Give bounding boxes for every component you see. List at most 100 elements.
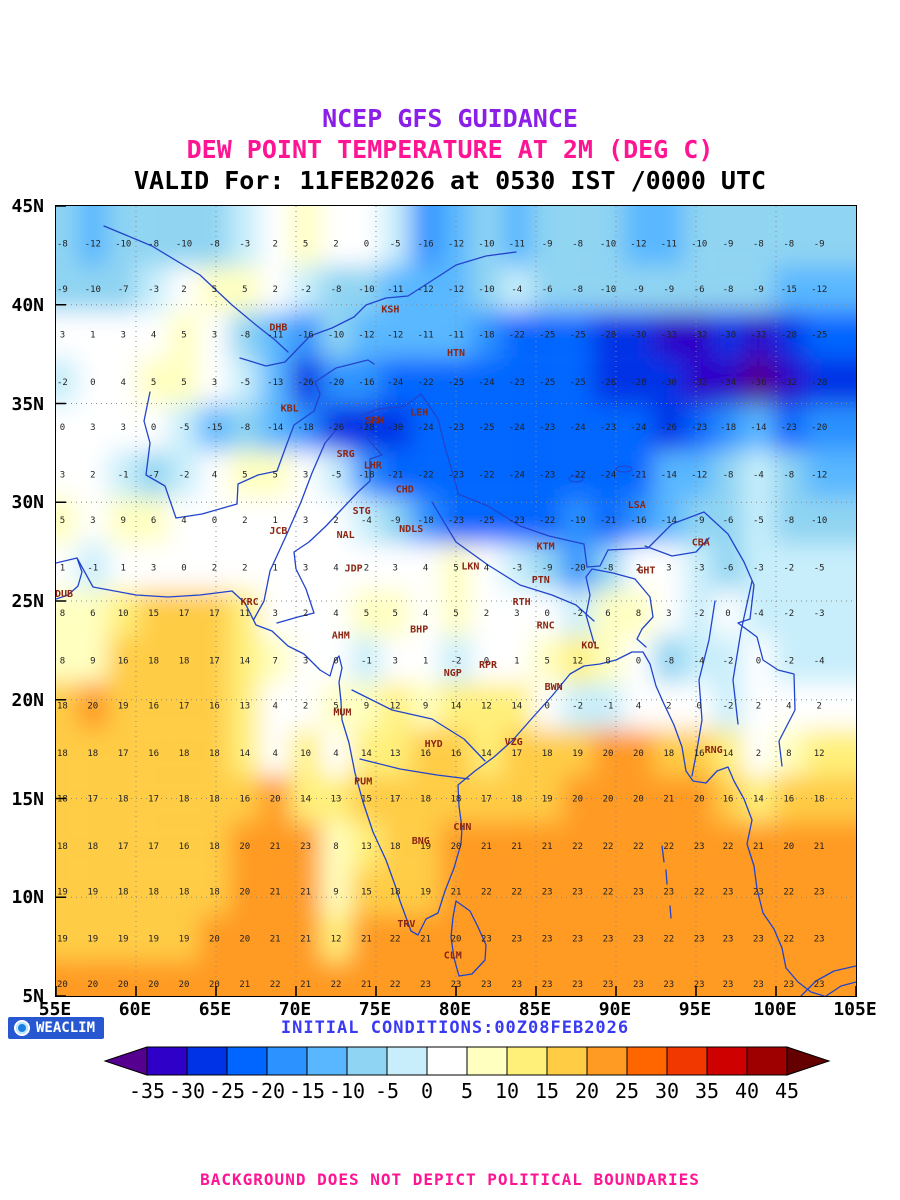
field-cell: [773, 497, 804, 544]
grid-value: 22: [783, 935, 794, 945]
grid-value: 1: [90, 330, 95, 340]
grid-value: 20: [603, 795, 614, 805]
grid-value: 5: [453, 563, 458, 573]
field-cell: [56, 311, 78, 359]
grid-value: 19: [57, 887, 68, 897]
colorbar-tick-label: -5: [375, 1079, 399, 1103]
grid-value: 12: [572, 656, 583, 666]
field-cell: [440, 636, 472, 683]
grid-value: 22: [390, 980, 401, 990]
grid-value: 13: [331, 795, 342, 805]
field-cell: [380, 497, 411, 544]
grid-value: -8: [783, 471, 794, 481]
field-cell: [471, 822, 502, 869]
grid-value: 16: [723, 795, 734, 805]
grid-value: 0: [90, 378, 95, 388]
lat-tick-label: 45N: [11, 196, 44, 217]
field-cell: [773, 868, 804, 916]
field-cell: [773, 311, 804, 359]
grid-value: -2: [694, 609, 705, 619]
colorbar-tick-label: 40: [735, 1079, 759, 1103]
field-cell: [501, 206, 532, 267]
field-cell: [290, 822, 321, 869]
grid-value: -11: [661, 240, 677, 250]
grid-value: -15: [206, 423, 222, 433]
grid-value: -5: [331, 471, 342, 481]
field-cell: [592, 404, 624, 451]
field-cell: [410, 206, 441, 267]
grid-value: 2: [181, 285, 186, 295]
field-cell: [592, 822, 624, 869]
grid-value: 11: [239, 609, 250, 619]
field-cell: [471, 636, 502, 683]
grid-value: -12: [358, 330, 374, 340]
grid-value: 5: [60, 516, 65, 526]
border-central-asia: [239, 251, 517, 367]
field-cell: [471, 961, 502, 996]
field-cell: [290, 961, 321, 996]
station-label: HTN: [447, 348, 465, 359]
field-cell: [562, 915, 593, 962]
field-cell: [440, 266, 472, 312]
river-amudarya: [103, 225, 289, 353]
grid-value: -28: [358, 423, 374, 433]
station-label: BNG: [412, 836, 430, 847]
grid-value: -8: [331, 285, 342, 295]
grid-value: -10: [115, 240, 131, 250]
grid-value: -12: [691, 471, 707, 481]
field-cell: [108, 266, 139, 312]
station-labels: KSH DHB HTN KBL SRN LEH SRG LHR CHD STG JCB NAL NDLS…: [56, 305, 723, 962]
field-cell: [168, 822, 200, 869]
field-cell: [108, 822, 139, 869]
field-cell: [653, 590, 684, 637]
grid-value: 19: [148, 935, 159, 945]
grid-value: -32: [750, 330, 766, 340]
field-cell: [623, 450, 654, 498]
river-irrawaddy: [691, 600, 716, 777]
grid-value: -30: [630, 330, 646, 340]
colorbar-tick-label: 25: [615, 1079, 639, 1103]
grid-value: -3: [511, 563, 522, 573]
grid-value: 21: [663, 795, 674, 805]
field-cell: [471, 266, 502, 312]
lon-tick-label: 65E: [198, 999, 232, 1020]
field-cell: [713, 266, 744, 312]
grid-value: -10: [600, 285, 616, 295]
field-cell: [260, 404, 291, 451]
coastline-mainland: [56, 557, 825, 996]
grid-value: -19: [569, 516, 585, 526]
field-cell: [56, 636, 78, 683]
grid-value: 21: [239, 980, 250, 990]
grid-value: 2: [272, 285, 277, 295]
field-cell: [199, 497, 230, 544]
field-cell: [713, 450, 744, 498]
colorbar-segment: [586, 1046, 628, 1076]
field-cell: [77, 450, 108, 498]
field-cell: [351, 636, 381, 683]
grid-value: 23: [663, 887, 674, 897]
grid-value: 15: [148, 609, 159, 619]
grid-value: 21: [361, 980, 372, 990]
colorbar-tick-label: 5: [461, 1079, 473, 1103]
grid-value: -26: [297, 378, 313, 388]
grid-value: -24: [569, 423, 585, 433]
grid-value: -22: [478, 471, 494, 481]
grid-value: 16: [783, 795, 794, 805]
field-cell: [77, 311, 108, 359]
grid-value: 18: [209, 842, 220, 852]
grid-value: 22: [603, 842, 614, 852]
field-cell: [290, 682, 321, 730]
field-cell: [168, 729, 200, 776]
grid-value: -12: [448, 240, 464, 250]
field-cell: [229, 961, 260, 996]
field-cell: [743, 822, 774, 869]
grid-value: 9: [333, 887, 338, 897]
grid-value: 2: [303, 702, 308, 712]
field-cell: [713, 206, 744, 267]
field-cell: [653, 404, 684, 451]
field-cell: [623, 206, 654, 267]
field-cell: [684, 497, 714, 544]
lat-tick-label: 5N: [22, 986, 44, 1007]
field-cell: [290, 404, 321, 451]
field-cell: [501, 311, 532, 359]
